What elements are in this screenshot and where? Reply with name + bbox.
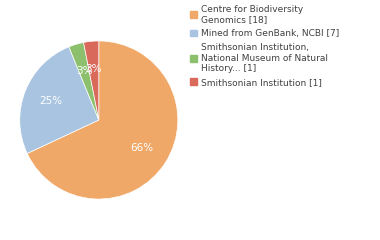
Wedge shape bbox=[27, 41, 178, 199]
Text: 3%: 3% bbox=[76, 66, 92, 76]
Legend: Centre for Biodiversity
Genomics [18], Mined from GenBank, NCBI [7], Smithsonian: Centre for Biodiversity Genomics [18], M… bbox=[190, 5, 339, 87]
Text: 3%: 3% bbox=[86, 64, 102, 74]
Wedge shape bbox=[84, 41, 99, 120]
Wedge shape bbox=[20, 47, 99, 153]
Text: 25%: 25% bbox=[40, 96, 62, 106]
Wedge shape bbox=[69, 42, 99, 120]
Text: 66%: 66% bbox=[131, 143, 154, 153]
